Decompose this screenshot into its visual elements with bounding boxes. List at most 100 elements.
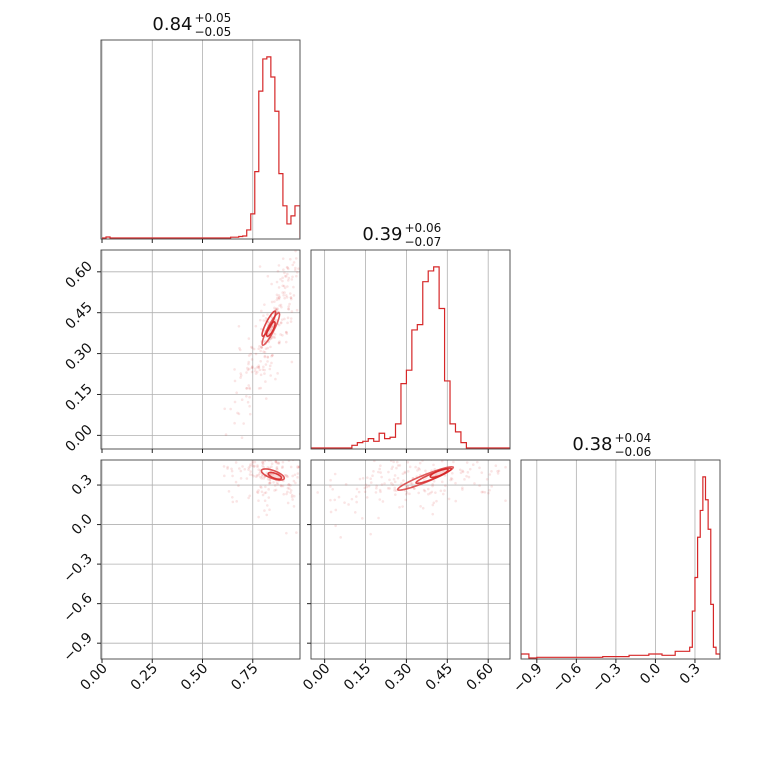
sample-point <box>480 456 483 459</box>
sample-point <box>291 498 294 501</box>
sample-point <box>290 493 294 497</box>
hist-panel-2: −0.9 −0.6 −0.3 0.0 0.3 <box>510 459 721 696</box>
sample-point <box>329 481 332 484</box>
sample-point <box>329 478 332 482</box>
sample-point <box>253 460 257 464</box>
title-param-1: 0.39 +0.06−0.07 <box>362 221 441 249</box>
sample-point <box>485 478 489 481</box>
sample-point <box>277 323 281 327</box>
sample-point <box>274 460 278 464</box>
sample-point <box>329 510 333 514</box>
sample-point <box>403 471 407 475</box>
sample-point <box>253 369 257 373</box>
x-tick-label-1: 0.15 <box>341 661 374 694</box>
sample-point <box>257 364 261 367</box>
sample-point <box>364 483 368 487</box>
sample-point <box>431 482 434 486</box>
sample-point <box>281 291 284 294</box>
sample-point <box>343 501 346 504</box>
sample-point <box>261 368 265 371</box>
sample-point <box>266 313 269 316</box>
sample-point <box>281 484 285 488</box>
sample-point <box>347 503 350 506</box>
sample-point <box>269 328 273 332</box>
sample-point <box>300 469 303 472</box>
sample-point <box>463 478 466 481</box>
hist-step-0 <box>102 56 300 239</box>
sample-point <box>243 467 247 471</box>
sample-point <box>275 280 279 284</box>
sample-point <box>238 346 241 350</box>
sample-point <box>306 500 309 503</box>
sample-point <box>276 296 279 300</box>
sample-point <box>254 372 258 375</box>
sample-point <box>262 477 266 480</box>
x-tick-label-2: −0.3 <box>589 661 624 696</box>
sample-point <box>494 453 497 456</box>
sample-point <box>281 460 285 464</box>
sample-point <box>280 484 283 488</box>
sample-point <box>264 380 267 383</box>
sample-point <box>239 376 242 379</box>
sample-point <box>496 469 499 473</box>
sample-point <box>277 296 281 300</box>
sample-point <box>259 485 262 489</box>
sample-point <box>363 486 367 490</box>
sample-point <box>270 354 273 358</box>
sample-point <box>312 476 315 479</box>
sample-point <box>303 466 306 469</box>
sample-point <box>422 478 426 481</box>
sample-point <box>287 307 290 311</box>
sample-point <box>331 487 334 491</box>
sample-point <box>396 464 400 467</box>
sample-point <box>241 465 244 468</box>
sample-point <box>295 308 299 312</box>
sample-point <box>432 432 435 435</box>
sample-point <box>481 490 485 494</box>
sample-point <box>314 493 317 496</box>
sample-point <box>300 494 303 497</box>
sample-point <box>246 400 250 404</box>
sample-point <box>281 257 285 260</box>
sample-point <box>443 489 446 492</box>
sample-point <box>263 491 267 495</box>
sample-point <box>292 494 296 498</box>
sample-point <box>261 462 265 466</box>
sample-point <box>268 478 272 481</box>
sample-point <box>294 250 297 253</box>
sample-point <box>429 440 432 443</box>
pair-panel-0-2: 0.00 0.25 0.50 0.75 −0.9 −0.6 −0.3 0.0 0.3 <box>60 450 332 694</box>
title-plus-1: +0.06 <box>405 221 442 235</box>
sample-point <box>295 271 299 274</box>
sample-point <box>327 471 330 474</box>
sample-point <box>402 479 405 482</box>
sample-point <box>250 366 254 370</box>
sample-point <box>280 466 284 470</box>
sample-point <box>272 480 275 484</box>
contour-2 <box>265 321 276 338</box>
sample-point <box>300 470 303 473</box>
sample-point <box>461 470 465 474</box>
sample-point <box>270 336 274 340</box>
sample-point <box>512 451 515 454</box>
sample-point <box>289 489 293 492</box>
sample-point <box>222 465 226 468</box>
title-plus-0: +0.05 <box>195 11 232 25</box>
sample-point <box>390 481 393 485</box>
sample-point <box>247 384 250 387</box>
sample-point <box>354 495 358 498</box>
panel-border <box>100 39 301 240</box>
sample-point <box>430 490 434 494</box>
sample-point <box>537 478 540 481</box>
sample-point <box>257 347 261 351</box>
sample-point <box>410 482 414 486</box>
sample-point <box>238 348 242 352</box>
sample-point <box>248 412 252 416</box>
sample-point <box>435 453 438 456</box>
sample-point <box>334 524 337 528</box>
sample-point <box>229 407 232 411</box>
sample-point <box>259 359 262 363</box>
sample-point <box>247 367 251 371</box>
sample-point <box>259 450 262 453</box>
sample-point <box>263 509 266 512</box>
